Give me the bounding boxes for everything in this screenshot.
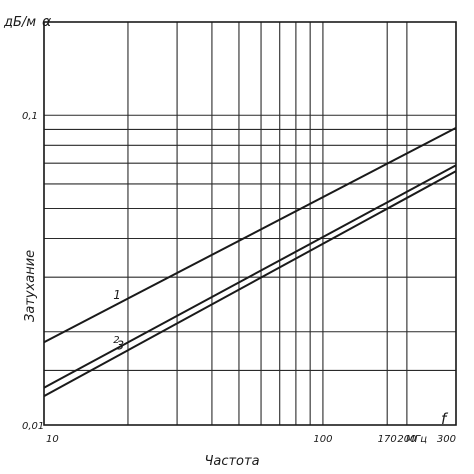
series-label-3: 3 bbox=[117, 338, 125, 352]
x-tick-label: 300 bbox=[437, 434, 456, 445]
x-axis-title: Частота bbox=[204, 454, 259, 469]
x-symbol-label: f bbox=[441, 410, 449, 428]
x-tick-label: 200 bbox=[397, 434, 416, 445]
y-tick-label: 0,01 bbox=[22, 421, 44, 432]
x-tick-label: 170 bbox=[378, 434, 397, 445]
chart-labels: дБ/м α f Затухание Частота МГц 10 100 170 2… bbox=[3, 14, 456, 469]
y-axis-title: Затухание bbox=[23, 250, 38, 322]
series-lines: 1 23 bbox=[43, 127, 457, 397]
series-label-1: 1 bbox=[113, 288, 121, 302]
series-line-3 bbox=[43, 170, 457, 397]
series-label-2: 2 bbox=[113, 335, 119, 346]
x-unit-label: МГц bbox=[406, 434, 427, 445]
y-tick-label: 0,1 bbox=[22, 111, 38, 122]
grid-lines bbox=[43, 22, 457, 426]
series-line-1 bbox=[43, 127, 457, 344]
series-line-2 bbox=[43, 164, 457, 389]
x-tick-label: 100 bbox=[313, 434, 332, 445]
y-unit-label: дБ/м bbox=[3, 15, 36, 30]
plot-frame bbox=[43, 21, 457, 426]
y-symbol-label: α bbox=[42, 14, 52, 30]
x-tick-label: 10 bbox=[46, 434, 59, 445]
